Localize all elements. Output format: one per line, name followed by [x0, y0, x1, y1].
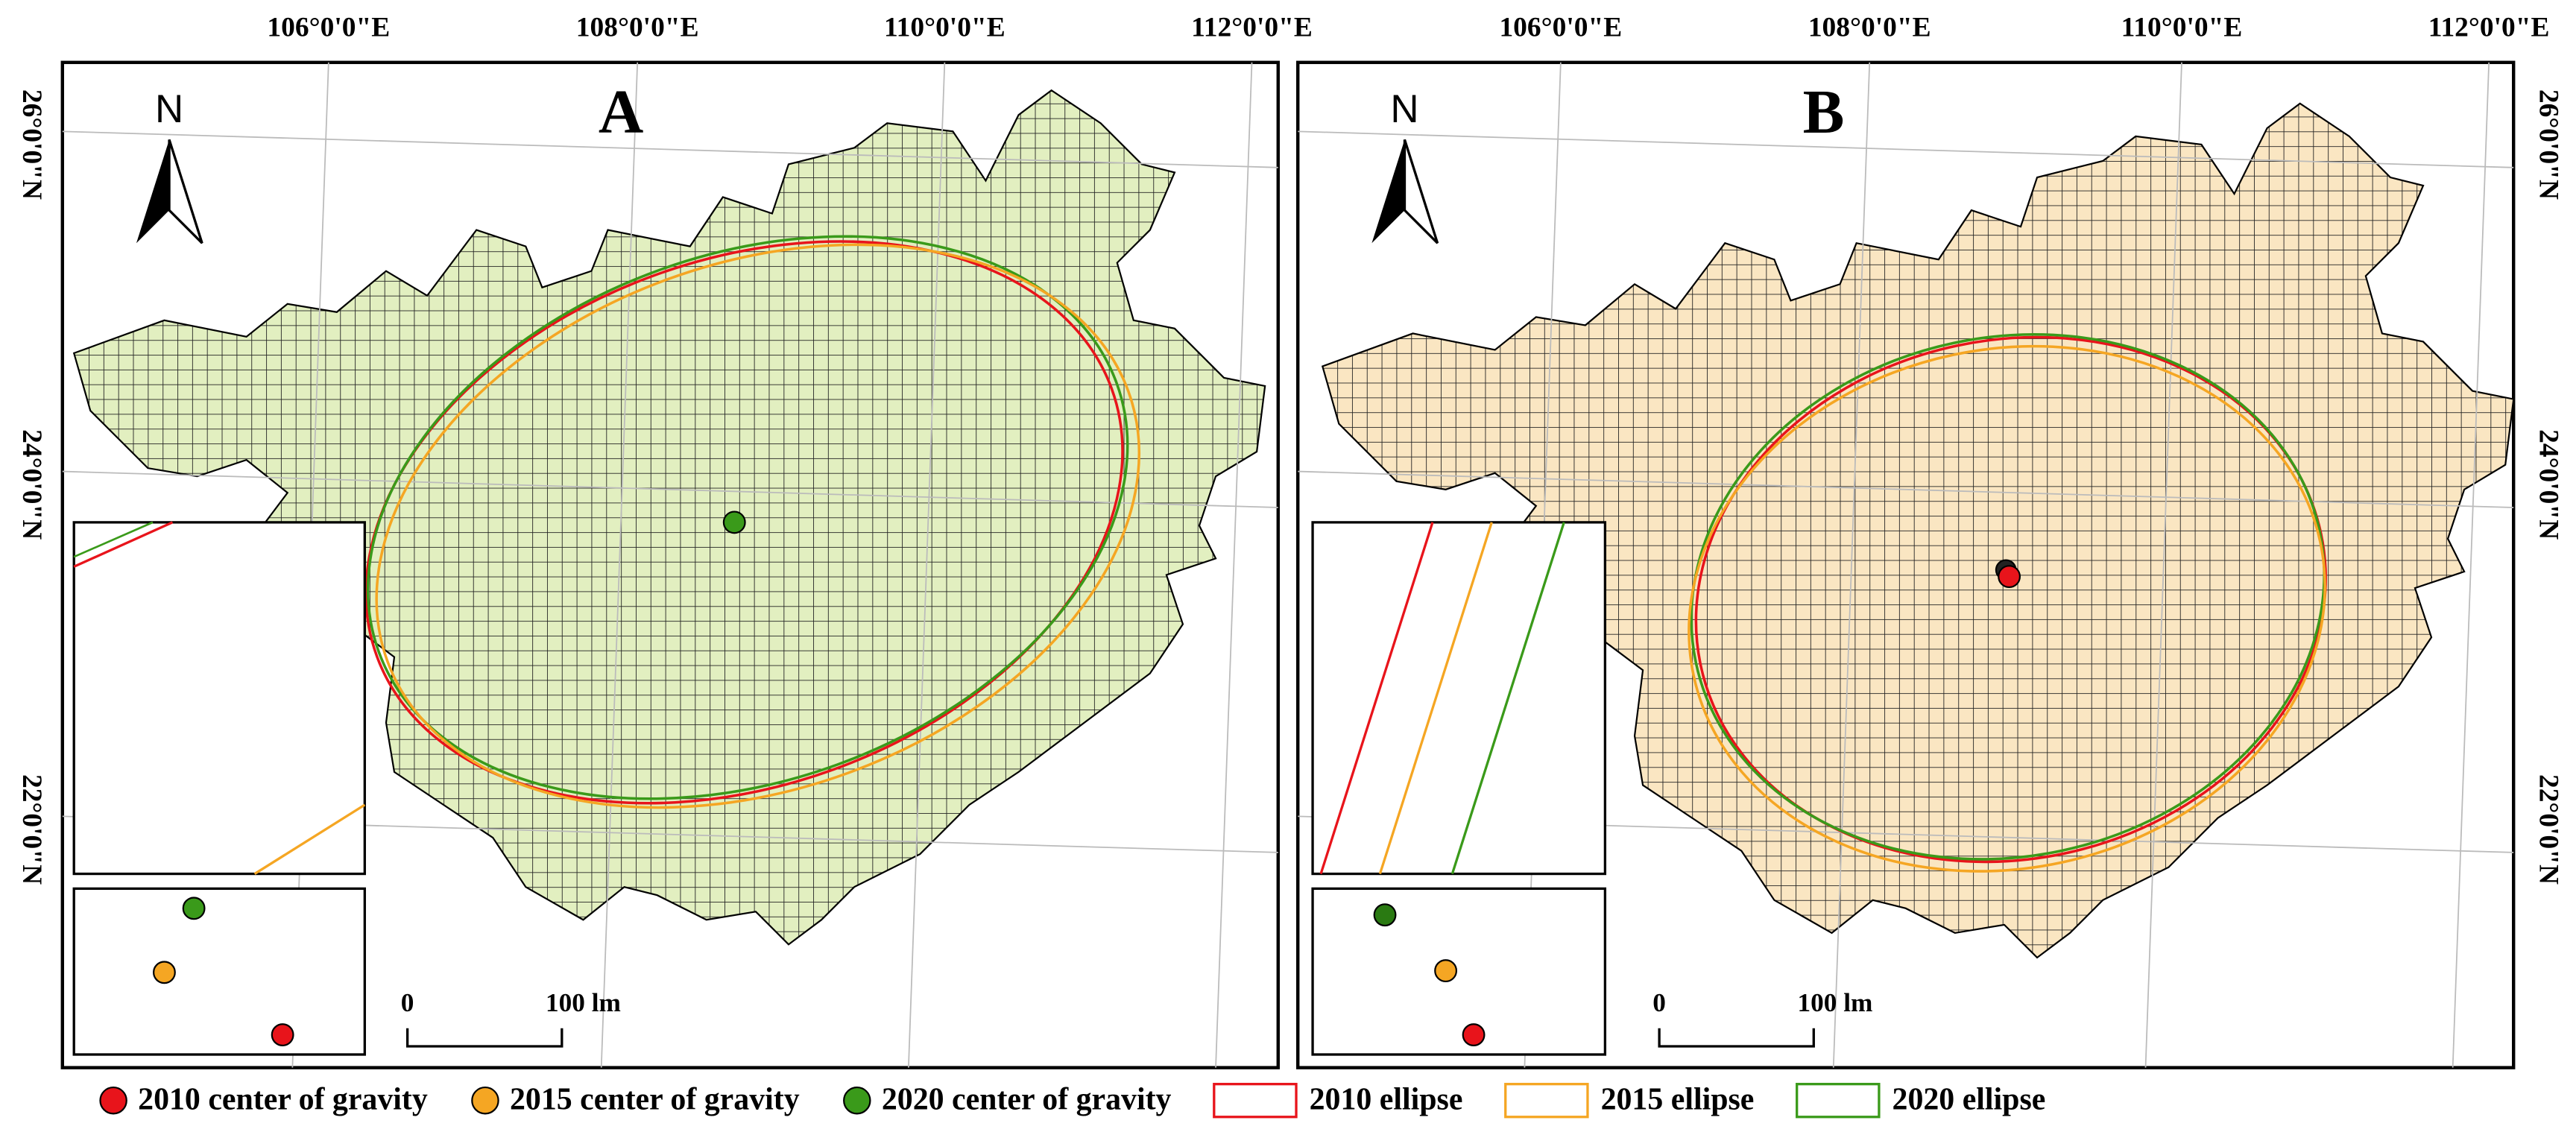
inset-lines	[72, 521, 366, 876]
legend-label: 2020 ellipse	[1892, 1083, 2046, 1117]
graticule	[62, 470, 1278, 508]
graticule	[1215, 62, 1253, 1068]
legend-swatch	[843, 1086, 871, 1115]
graticule	[2452, 62, 2490, 1068]
lon-label: 106°0'0"E	[1499, 12, 1622, 42]
map-panel: 106°0'0"E 108°0'0"E 110°0'0"E 112°0'0"E 26°0…	[1296, 12, 2564, 1069]
gravity-center	[722, 510, 746, 534]
inset-line	[253, 803, 366, 875]
province	[1321, 102, 2515, 959]
sde-ellipse	[1688, 344, 2326, 873]
north-label: N	[1390, 87, 1418, 131]
lat-label: 24°0'0"N	[16, 429, 47, 540]
scale-end: 100 lm	[546, 988, 621, 1017]
graticule	[2144, 62, 2182, 1068]
sde-ellipse	[1690, 333, 2326, 861]
inset-line	[1319, 522, 1434, 875]
graticule	[600, 62, 639, 1068]
legend-swatch	[1213, 1083, 1298, 1119]
sde-ellipse	[364, 240, 1124, 805]
lon-label: 112°0'0"E	[1191, 12, 1313, 42]
inset-line	[73, 521, 174, 568]
panel-label: B	[1803, 78, 1845, 147]
legend-item: 2015 ellipse	[1504, 1083, 1755, 1119]
lat-label: 22°0'0"N	[2534, 774, 2564, 885]
legend-item: 2010 center of gravity	[99, 1083, 428, 1117]
lon-label: 108°0'0"E	[576, 12, 699, 42]
legend-label: 2020 center of gravity	[882, 1083, 1172, 1117]
north-arrow	[1371, 139, 1405, 244]
inset-point	[271, 1023, 294, 1046]
inset-point	[1373, 903, 1397, 927]
lat-label: 22°0'0"N	[16, 774, 47, 885]
inset-point	[182, 897, 206, 920]
north-arrow	[136, 139, 170, 244]
legend-swatch	[99, 1086, 127, 1115]
scale-end: 100 lm	[1798, 988, 1873, 1017]
inset-point	[1434, 959, 1458, 983]
graticule	[1298, 130, 2514, 168]
gravity-center	[1998, 565, 2021, 589]
map-panel: 106°0'0"E 108°0'0"E 110°0'0"E 112°0'0"E 26°0…	[16, 12, 1313, 1069]
inset-point	[153, 961, 176, 984]
scale-bar	[1658, 1028, 1815, 1048]
legend-label: 2010 center of gravity	[138, 1083, 428, 1117]
legend-label: 2010 ellipse	[1310, 1083, 1463, 1117]
province	[72, 89, 1266, 946]
legend-item: 2020 center of gravity	[843, 1083, 1172, 1117]
legend-swatch	[471, 1086, 499, 1115]
lat-label: 24°0'0"N	[2534, 429, 2564, 540]
legend-item: 2015 center of gravity	[471, 1083, 800, 1117]
scale-start: 0	[401, 988, 414, 1017]
graticule	[907, 62, 946, 1068]
scale-start: 0	[1652, 988, 1666, 1017]
lon-label: 110°0'0"E	[884, 12, 1006, 42]
north-label: N	[155, 87, 183, 131]
sde-ellipse	[375, 243, 1140, 809]
lon-label: 112°0'0"E	[2428, 12, 2550, 42]
inset-lines	[1311, 521, 1607, 876]
legend-item: 2020 ellipse	[1796, 1083, 2046, 1119]
lat-label: 26°0'0"N	[16, 89, 47, 200]
inset-point	[1462, 1023, 1486, 1046]
graticule	[1832, 62, 1871, 1068]
north-arrow	[1403, 139, 1439, 244]
inset-points	[72, 887, 366, 1056]
legend-swatch	[1504, 1083, 1589, 1119]
legend-swatch	[1796, 1083, 1881, 1119]
inset-points	[1311, 887, 1607, 1056]
legend-label: 2015 ellipse	[1601, 1083, 1755, 1117]
inset-line	[1450, 522, 1565, 875]
inset-line	[73, 521, 154, 558]
north-arrow	[168, 139, 203, 244]
graticule	[62, 130, 1278, 168]
panel-label: A	[599, 78, 643, 147]
sde-ellipse	[366, 235, 1129, 800]
legend-label: 2015 center of gravity	[510, 1083, 800, 1117]
lon-label: 106°0'0"E	[267, 12, 390, 42]
lon-label: 108°0'0"E	[1808, 12, 1931, 42]
lat-label: 26°0'0"N	[2534, 89, 2564, 200]
inset-line	[1378, 522, 1493, 875]
lon-label: 110°0'0"E	[2121, 12, 2243, 42]
legend-item: 2010 ellipse	[1213, 1083, 1463, 1119]
scale-bar	[405, 1028, 564, 1048]
